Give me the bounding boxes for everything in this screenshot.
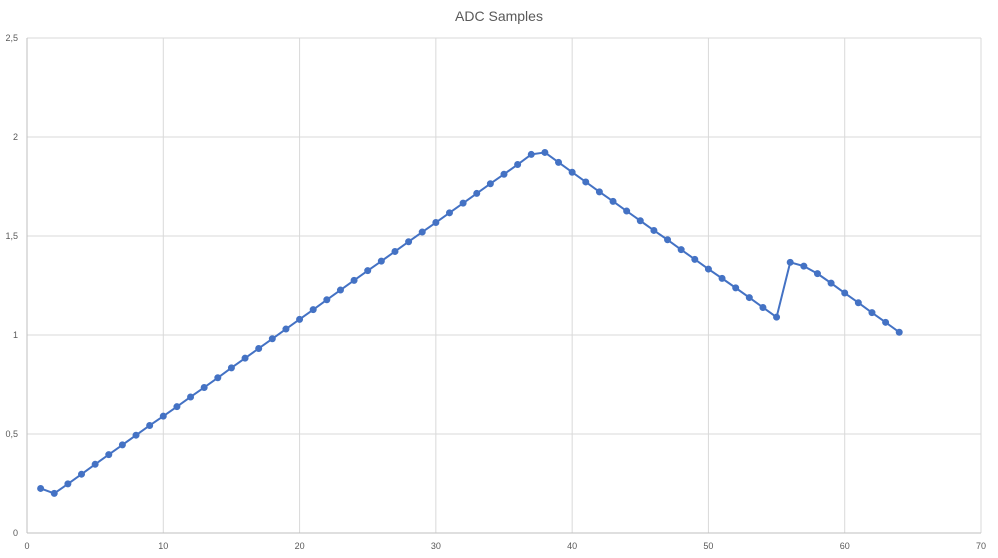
data-point (595, 188, 603, 196)
data-point (118, 441, 126, 449)
x-tick-label: 0 (24, 541, 29, 551)
point-layer (37, 148, 903, 497)
data-point (486, 180, 494, 188)
data-point (759, 303, 767, 311)
data-point (636, 217, 644, 225)
axis-layer: 0 10 20 30 40 50 60 70 0 0,5 1 1,5 2 2,5 (5, 33, 986, 551)
x-tick-label: 60 (840, 541, 850, 551)
data-point (841, 289, 849, 297)
data-point (582, 178, 590, 186)
data-point (296, 315, 304, 323)
data-point (650, 226, 658, 234)
data-point (241, 354, 249, 362)
data-point (541, 148, 549, 156)
data-point (214, 374, 222, 382)
y-tick-label: 1,5 (5, 231, 18, 241)
x-tick-label: 70 (976, 541, 986, 551)
data-point (132, 431, 140, 439)
data-point (773, 313, 781, 321)
data-point (336, 286, 344, 294)
data-point (91, 460, 99, 468)
data-point (895, 328, 903, 336)
data-point (173, 403, 181, 411)
data-point (105, 451, 113, 459)
data-point (854, 299, 862, 307)
data-point (691, 255, 699, 263)
data-point (350, 276, 358, 284)
y-tick-label: 0 (13, 528, 18, 538)
data-point (827, 279, 835, 287)
data-point (813, 270, 821, 278)
data-point (745, 294, 753, 302)
data-point (704, 265, 712, 273)
line-layer (40, 151, 900, 495)
grid-layer (27, 37, 982, 533)
data-point (282, 325, 290, 333)
data-point (364, 267, 372, 275)
data-point (868, 309, 876, 317)
data-point (418, 228, 426, 236)
data-point (405, 238, 413, 246)
data-point (37, 484, 45, 492)
data-point (500, 170, 508, 178)
data-point (200, 383, 208, 391)
data-point (527, 150, 535, 158)
data-point (555, 158, 563, 166)
x-tick-label: 50 (703, 541, 713, 551)
data-point (677, 246, 685, 254)
data-point (609, 197, 617, 205)
x-tick-label: 20 (295, 541, 305, 551)
y-tick-label: 0,5 (5, 429, 18, 439)
data-point (718, 274, 726, 282)
data-point (882, 318, 890, 326)
series-line (40, 151, 900, 495)
data-point (146, 421, 154, 429)
data-point (732, 284, 740, 292)
chart-title: ADC Samples (455, 8, 543, 24)
data-point (432, 219, 440, 227)
data-point (473, 189, 481, 197)
data-point (255, 344, 263, 352)
x-tick-label: 30 (431, 541, 441, 551)
data-point (78, 470, 86, 478)
data-point (323, 296, 331, 304)
data-point (568, 168, 576, 176)
data-point (227, 364, 235, 372)
data-point (459, 199, 467, 207)
y-tick-label: 1 (13, 330, 18, 340)
data-point (159, 412, 167, 420)
y-tick-label: 2,5 (5, 33, 18, 43)
data-point (514, 161, 522, 169)
x-tick-label: 40 (567, 541, 577, 551)
data-point (377, 257, 385, 265)
x-tick-label: 10 (158, 541, 168, 551)
data-point (391, 247, 399, 255)
data-point (64, 480, 72, 488)
y-tick-label: 2 (13, 132, 18, 142)
data-point (800, 262, 808, 270)
data-point (664, 236, 672, 244)
data-point (50, 489, 58, 497)
data-point (268, 335, 276, 343)
data-point (786, 258, 794, 266)
data-point (623, 207, 631, 215)
data-point (309, 306, 317, 314)
data-point (445, 209, 453, 217)
data-point (187, 393, 195, 401)
